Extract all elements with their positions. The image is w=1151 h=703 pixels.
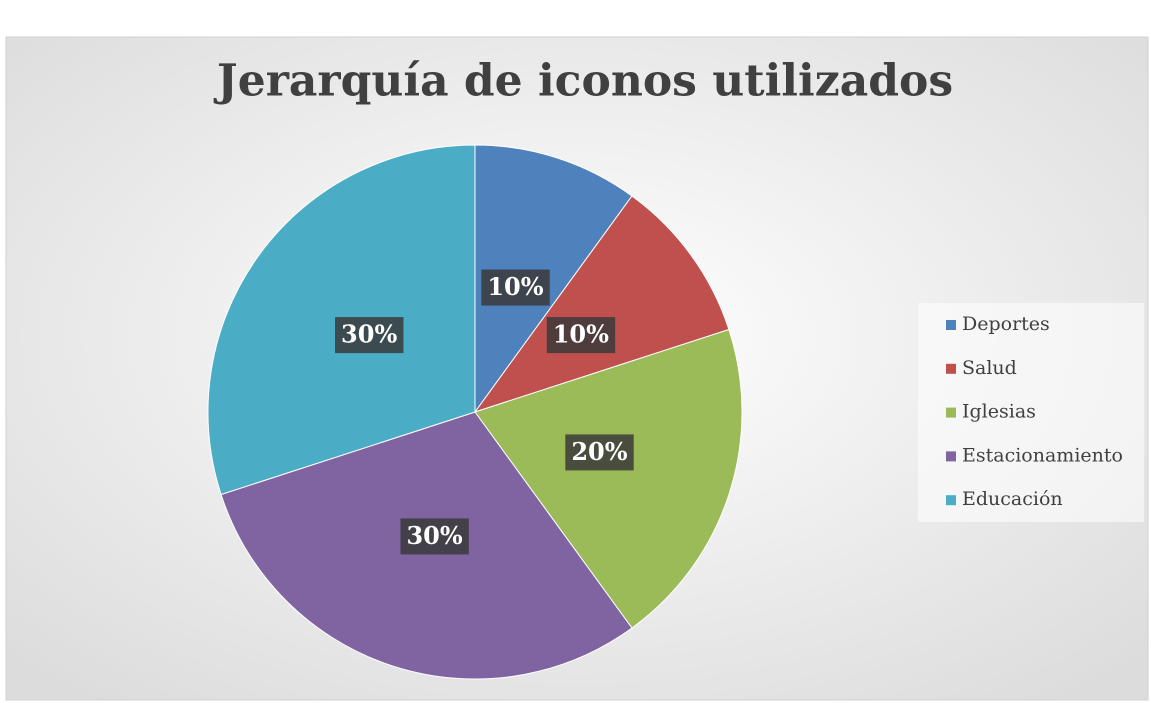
legend-label: Iglesias xyxy=(962,401,1036,423)
data-label: 10% xyxy=(487,272,543,301)
legend-label: Educación xyxy=(962,488,1063,510)
legend-swatch xyxy=(946,407,956,418)
legend-swatch xyxy=(946,495,956,506)
data-label: 20% xyxy=(571,437,627,466)
chart-title: Jerarquía de iconos utilizados xyxy=(213,56,953,107)
legend-label: Salud xyxy=(962,357,1017,379)
pie-slice xyxy=(474,328,743,629)
data-label: 30% xyxy=(341,320,397,349)
legend-label: Estacionamiento xyxy=(962,444,1123,466)
data-label-box xyxy=(481,269,550,306)
legend-label: Deportes xyxy=(962,313,1050,335)
data-label-box xyxy=(546,317,616,354)
legend-swatch xyxy=(946,320,956,330)
data-label-box xyxy=(565,434,634,471)
data-label-box xyxy=(335,317,404,354)
data-label: 30% xyxy=(406,521,462,550)
data-label: 10% xyxy=(553,320,609,349)
data-label-box xyxy=(400,518,469,555)
legend-swatch xyxy=(946,451,956,462)
pie-slice xyxy=(474,144,633,414)
pie-slice xyxy=(473,195,730,413)
legend-swatch xyxy=(946,363,956,374)
